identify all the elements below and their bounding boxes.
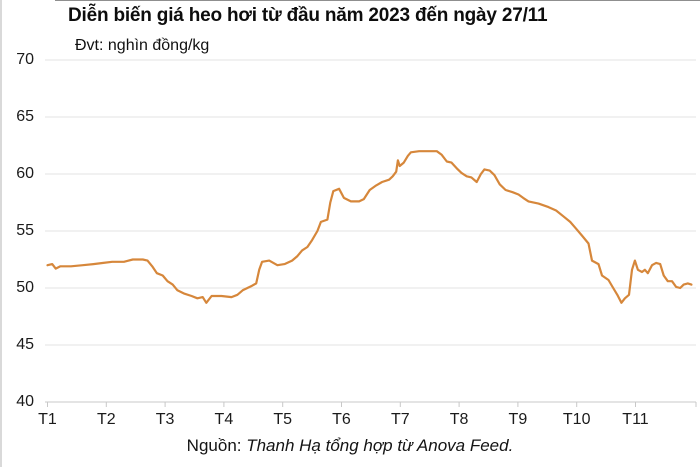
chart-title: Diễn biến giá heo hơi từ đầu năm 2023 đế… — [68, 5, 548, 26]
x-axis-label: T11 — [622, 411, 649, 428]
x-axis-label: T3 — [155, 411, 175, 428]
source-note: Nguồn: Thanh Hạ tổng hợp từ Anova Feed. — [0, 436, 700, 456]
y-axis-label: 45 — [16, 336, 34, 353]
x-axis-label: T7 — [390, 411, 410, 428]
y-axis-label: 50 — [16, 279, 34, 296]
x-axis-label: T9 — [508, 411, 528, 428]
x-axis-label: T2 — [96, 411, 116, 428]
y-axis-label: 55 — [16, 222, 34, 239]
y-axis-label: 60 — [16, 165, 34, 182]
x-axis-label: T6 — [332, 411, 351, 428]
source-prefix: Nguồn: — [186, 436, 247, 455]
y-axis-label: 65 — [16, 108, 34, 125]
x-axis-label: T4 — [214, 411, 234, 428]
screenshot-left-edge — [0, 0, 2, 467]
price-series-line — [46, 150, 693, 304]
x-axis-label: T5 — [273, 411, 293, 428]
x-axis-label: T8 — [449, 411, 469, 428]
y-axis-label: 70 — [16, 51, 34, 68]
source-credit: Thanh Hạ tổng hợp từ Anova Feed. — [246, 436, 514, 455]
screenshot-top-edge — [55, 0, 700, 1]
x-axis-label: T10 — [562, 411, 591, 428]
chart-unit-note: Đvt: nghìn đồng/kg — [75, 37, 210, 54]
x-axis-label: T1 — [38, 411, 57, 428]
y-axis-label: 40 — [16, 393, 34, 410]
